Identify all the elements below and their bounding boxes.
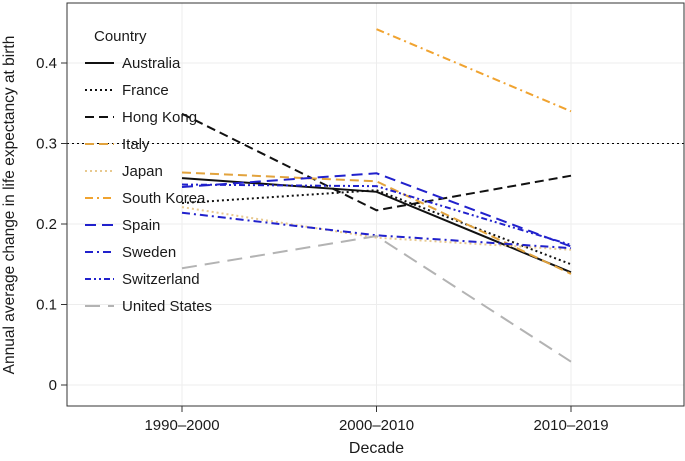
legend-label-japan: Japan: [122, 163, 163, 180]
plot-border: [66, 2, 685, 407]
legend-title: Country: [94, 28, 147, 45]
legend-label-sweden: Sweden: [122, 244, 176, 261]
y-tick-label: 0.2: [36, 216, 57, 233]
y-axis-title: Annual average change in life expectancy…: [1, 36, 18, 375]
legend-label-france: France: [122, 82, 169, 99]
series-line-switzerland: [181, 183, 572, 246]
y-tick-label: 0: [49, 377, 57, 394]
legend-label-italy: Italy: [122, 136, 150, 153]
legend-label-spain: Spain: [122, 217, 160, 234]
series-line-sweden: [181, 211, 572, 250]
legend-label-united-states: United States: [122, 298, 212, 315]
legend-label-south-korea: South Korea: [122, 190, 206, 207]
x-tick-label: 1990–2000: [144, 417, 219, 434]
x-tick-label: 2000–2010: [339, 417, 414, 434]
legend-label-switzerland: Switzerland: [122, 271, 200, 288]
x-tick-label: 2010–2019: [533, 417, 608, 434]
legend-label-australia: Australia: [122, 55, 181, 72]
series-line-japan: [181, 206, 572, 251]
y-tick-label: 0.4: [36, 55, 57, 72]
y-tick-label: 0.3: [36, 136, 57, 153]
series-line-united-states: [181, 235, 572, 363]
series-line-hong-kong: [181, 112, 572, 212]
series-line-spain: [181, 172, 572, 248]
y-tick-label: 0.1: [36, 297, 57, 314]
x-axis-title: Decade: [349, 440, 404, 457]
legend-label-hong-kong: Hong Kong: [122, 109, 197, 126]
series-line-south-korea: [376, 28, 572, 113]
